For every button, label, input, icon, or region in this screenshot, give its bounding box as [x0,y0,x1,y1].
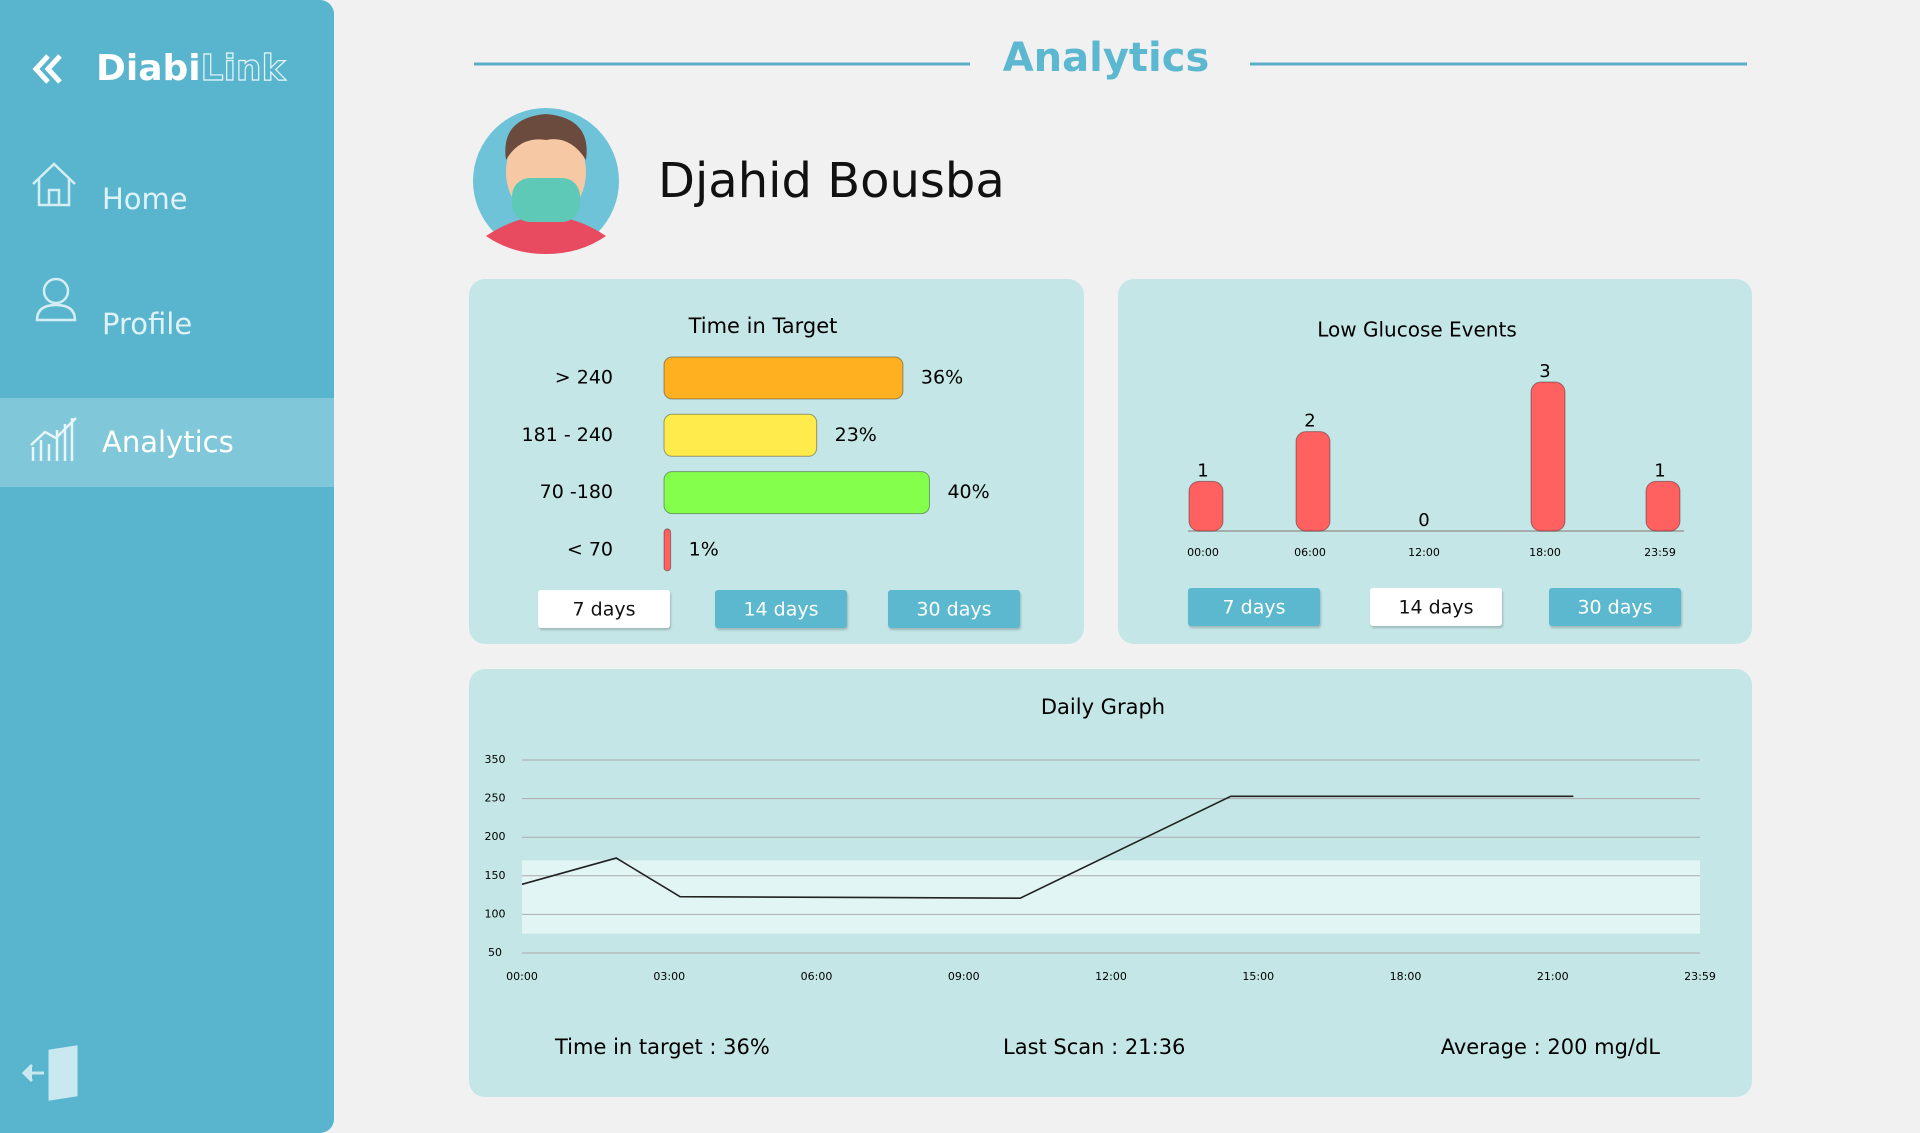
profile-icon [42,277,70,305]
bar [663,413,818,457]
chart-title: Time in Target [688,314,838,338]
value-label: 23% [835,424,877,446]
period-button-label[interactable]: 14 days [743,599,818,621]
x-tick-label: 09:00 [948,970,980,983]
category-label: < 70 [567,538,613,560]
x-tick-label: 23:59 [1684,970,1716,983]
value-label: 1% [689,538,719,560]
glucose-line [521,795,1574,899]
period-button-label[interactable]: 30 days [916,599,991,621]
y-tick-label: 100 [485,907,506,920]
y-tick-label: 250 [485,792,506,805]
x-tick-label: 15:00 [1242,970,1274,983]
logout-icon[interactable] [21,1045,78,1101]
analytics-icon [30,417,77,461]
home-icon [32,162,76,207]
chart-title: Daily Graph [1041,695,1165,719]
period-button-label[interactable]: 30 days [1577,597,1652,619]
value-label: 2 [1304,411,1315,432]
nav-profile[interactable]: Profile [102,307,192,341]
x-tick-label: 21:00 [1537,970,1569,983]
x-tick-label: 18:00 [1529,546,1561,559]
bar [1645,480,1681,532]
bar [1530,381,1566,532]
x-tick-label: 23:59 [1644,546,1676,559]
sidebar [0,0,334,1133]
x-tick-label: 18:00 [1390,970,1422,983]
x-tick-label: 00:00 [1187,546,1219,559]
chart-title: Low Glucose Events [1317,318,1517,342]
period-button[interactable] [715,590,847,628]
y-tick-label: 200 [485,830,506,843]
period-button[interactable] [1188,588,1320,626]
page-title: Analytics [1003,35,1210,81]
x-tick-label: 12:00 [1095,970,1127,983]
category-label: > 240 [555,367,613,389]
stat: Time in target : 36% [554,1035,770,1059]
value-label: 0 [1418,510,1429,531]
bar [663,356,904,400]
y-tick-label: 150 [485,869,506,882]
value-label: 3 [1539,361,1550,382]
x-tick-label: 00:00 [506,970,538,983]
stat: Last Scan : 21:36 [1003,1035,1185,1059]
nav-analytics[interactable]: Analytics [102,425,234,459]
avatar [473,108,619,254]
y-tick-label: 350 [485,753,506,766]
card [469,279,1084,644]
brand-b: Link [201,48,287,89]
category-label: 70 -180 [540,481,613,503]
brand-a: Diabi [96,48,201,89]
value-label: 40% [947,481,989,503]
value-label: 1 [1654,460,1665,481]
stat: Average : 200 mg/dL [1441,1035,1661,1059]
nav-active [0,398,334,487]
period-button[interactable] [1549,588,1681,626]
bar [1188,480,1224,532]
card [1118,279,1752,644]
y-tick-label: 50 [488,946,502,959]
period-button[interactable] [888,590,1020,628]
brand: DiabiLink [96,48,287,89]
period-button-label[interactable]: 7 days [573,599,636,621]
bar [1295,431,1331,532]
period-button-label[interactable]: 7 days [1223,597,1286,619]
user-name: Djahid Bousba [658,153,1005,209]
x-tick-label: 03:00 [653,970,685,983]
x-tick-label: 06:00 [801,970,833,983]
profile-icon-body [35,303,77,322]
x-tick-label: 12:00 [1408,546,1440,559]
bar [663,471,930,515]
bar [663,528,672,572]
period-button[interactable] [538,590,670,628]
period-button-label[interactable]: 14 days [1398,597,1473,619]
period-button[interactable] [1370,588,1502,626]
collapse-icon[interactable] [32,54,62,84]
value-label: 1 [1197,460,1208,481]
nav-home[interactable]: Home [102,182,188,216]
x-tick-label: 06:00 [1294,546,1326,559]
category-label: 181 - 240 [522,424,613,446]
value-label: 36% [921,367,963,389]
